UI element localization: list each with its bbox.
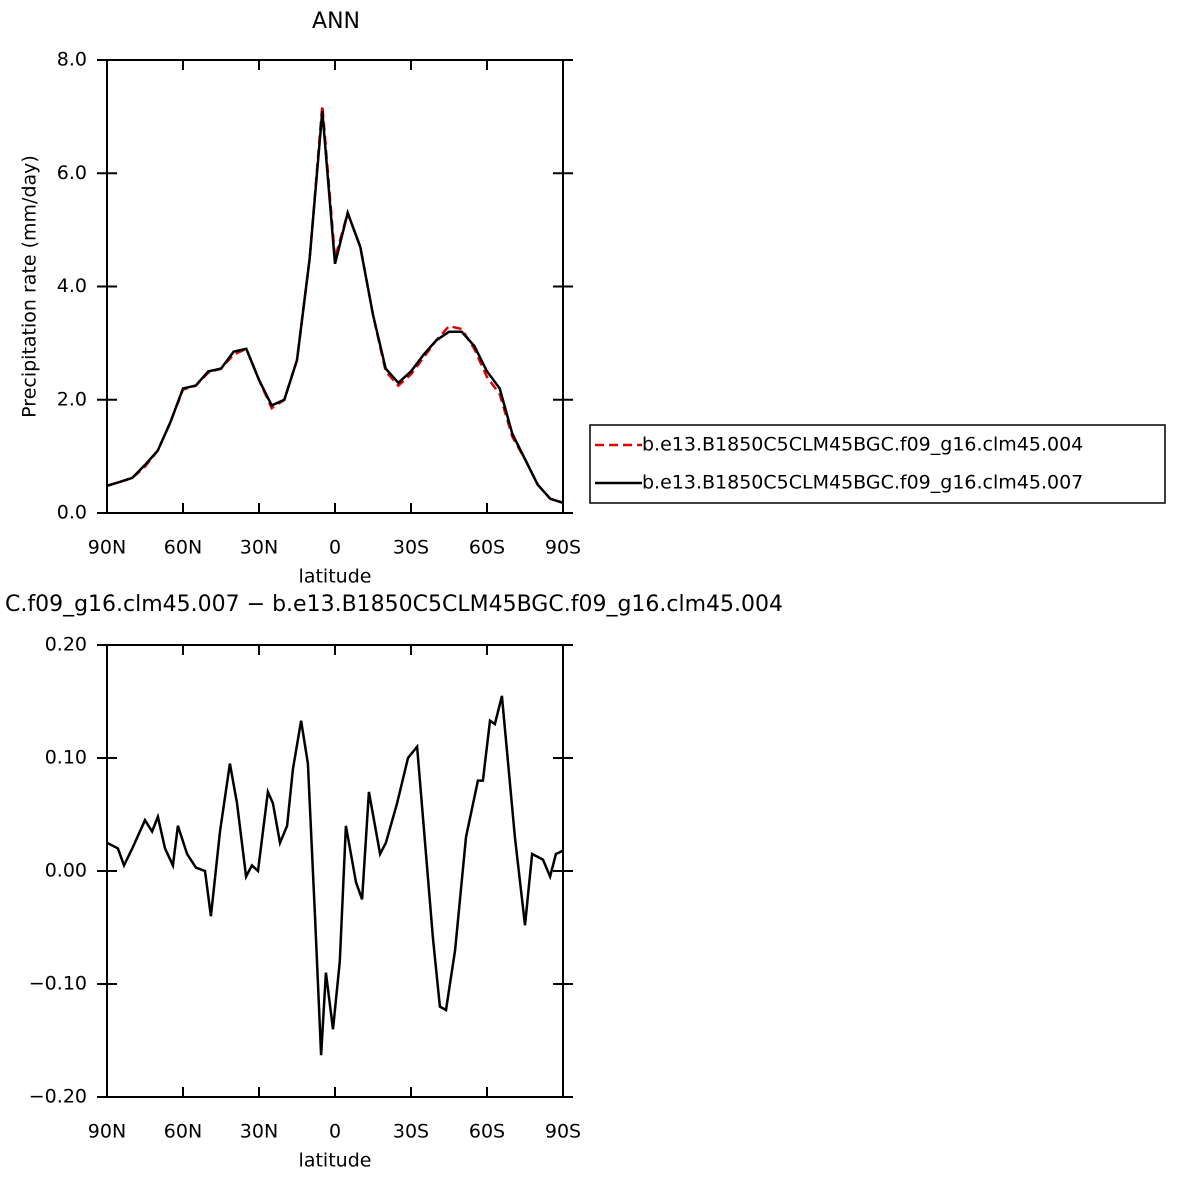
x-tick-label: 60N [164, 537, 202, 559]
y-axis-label: Precipitation rate (mm/day) [19, 155, 41, 418]
legend-frame [589, 424, 1166, 504]
chart-title: C.f09_g16.clm45.007 − b.e13.B1850C5CLM45… [5, 592, 783, 617]
x-tick-label: 90S [545, 1121, 581, 1143]
x-tick-label: 60S [469, 537, 505, 559]
x-tick-label: 90N [88, 1121, 126, 1143]
y-tick-label: 0.00 [45, 860, 87, 882]
y-tick-label: −0.10 [29, 973, 87, 995]
y-tick-label: 4.0 [57, 275, 87, 297]
x-tick-label: 90S [545, 537, 581, 559]
x-tick-label: 90N [88, 537, 126, 559]
x-axis-label: latitude [299, 1150, 372, 1172]
y-tick-label: 0.10 [45, 747, 87, 769]
y-tick-label: 8.0 [57, 49, 87, 71]
x-tick-label: 0 [329, 537, 341, 559]
x-tick-label: 30N [240, 1121, 278, 1143]
data-line [106, 105, 564, 504]
x-tick-label: 30S [393, 1121, 429, 1143]
plot-frame [106, 644, 564, 1098]
x-tick-label: 0 [329, 1121, 341, 1143]
x-tick-label: 30S [393, 537, 429, 559]
chart-title: ANN [312, 9, 360, 34]
x-tick-label: 60S [469, 1121, 505, 1143]
y-tick-label: 6.0 [57, 162, 87, 184]
x-tick-label: 60N [164, 1121, 202, 1143]
legend-label: b.e13.B1850C5CLM45BGC.f09_g16.clm45.007 [642, 472, 1083, 494]
x-axis-label: latitude [299, 566, 372, 588]
y-tick-label: 2.0 [57, 388, 87, 410]
data-line [106, 110, 564, 504]
x-tick-label: 30N [240, 537, 278, 559]
data-line [106, 695, 564, 1056]
y-tick-label: −0.20 [29, 1086, 87, 1108]
y-tick-label: 0.0 [57, 502, 87, 524]
legend-label: b.e13.B1850C5CLM45BGC.f09_g16.clm45.004 [642, 434, 1083, 456]
plot-frame [106, 59, 564, 514]
y-tick-label: 0.20 [45, 634, 87, 656]
